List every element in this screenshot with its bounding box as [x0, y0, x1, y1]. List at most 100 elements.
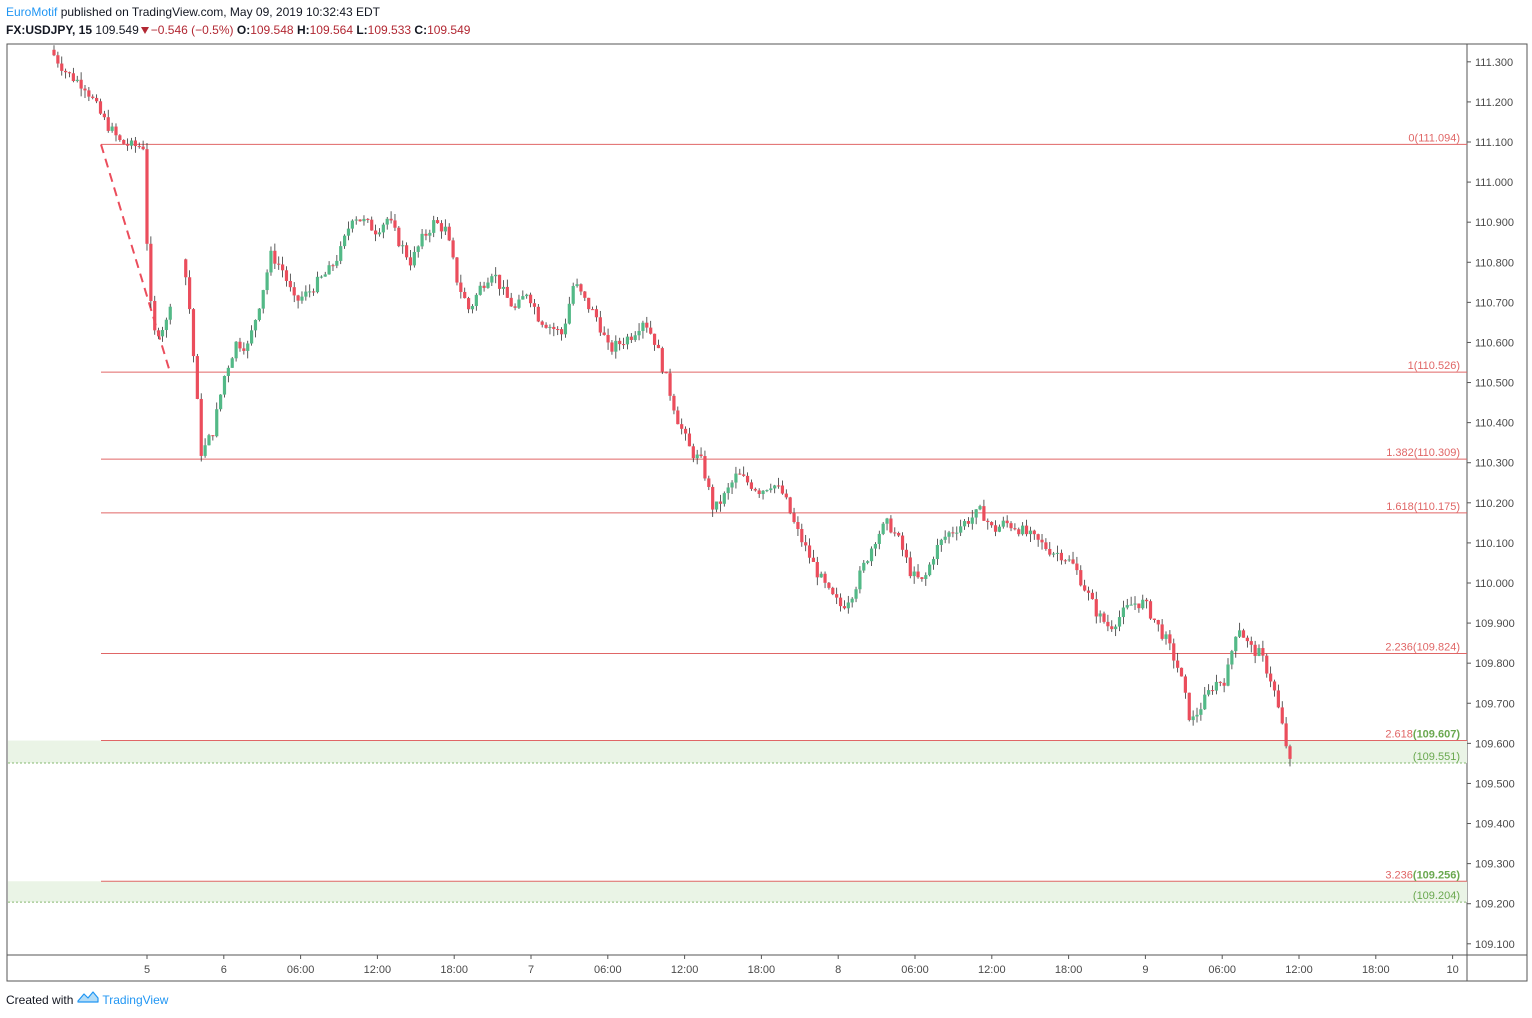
candle-body — [273, 250, 277, 264]
candle-body — [796, 522, 800, 529]
candle-body — [342, 235, 347, 247]
chart-frame — [6, 43, 1528, 982]
candle-body — [1117, 617, 1122, 627]
candle-body — [501, 286, 506, 289]
candle-body — [207, 435, 211, 446]
candle-body — [1284, 723, 1288, 747]
y-tick-label: 109.500 — [1475, 778, 1515, 790]
candle-body — [474, 294, 478, 307]
candle-body — [1176, 660, 1180, 668]
candle-body — [970, 517, 974, 524]
candle-body — [800, 528, 804, 543]
candle-body — [463, 291, 467, 299]
candle-body — [114, 126, 118, 136]
x-tick-label: 18:00 — [1055, 964, 1083, 976]
candle-body — [284, 270, 289, 281]
published-text: published on TradingView.com, May 09, 20… — [57, 5, 381, 19]
y-tick-label: 111.000 — [1475, 177, 1513, 189]
candle-body — [579, 284, 583, 292]
candle-body — [56, 55, 60, 64]
candle-body — [315, 276, 320, 293]
candle-body — [67, 72, 72, 74]
candle-body — [1152, 618, 1156, 620]
price-chart[interactable]: (109.551) (109.204) 0(111.094) 1(110.526) 1… — [0, 0, 1532, 990]
candle-body — [676, 410, 680, 425]
candle-body — [707, 478, 711, 487]
candle-body — [1121, 607, 1125, 618]
candle-body — [637, 330, 641, 336]
candle-body — [466, 298, 471, 310]
candle-body — [373, 230, 378, 235]
x-tick-label: 9 — [1142, 964, 1148, 976]
candle-body — [397, 227, 401, 247]
candle-body — [129, 140, 134, 146]
candle-body — [966, 521, 971, 524]
candle-body — [1272, 681, 1277, 691]
candle-body — [71, 73, 75, 82]
candle-body — [1044, 542, 1048, 549]
candle-body — [552, 326, 556, 330]
candle-body — [734, 473, 738, 483]
price-axis[interactable]: 111.300 111.200 111.100 111.000 110.900 110.8… — [1467, 57, 1515, 951]
candle-body — [924, 575, 928, 579]
candle-body — [978, 506, 982, 510]
y-tick-label: 110.500 — [1475, 378, 1514, 390]
candle-body — [362, 218, 366, 222]
candle-body — [730, 482, 734, 488]
candle-body — [1207, 690, 1211, 695]
candle-body — [122, 140, 126, 144]
author-link[interactable]: EuroMotif — [6, 5, 58, 19]
candle-body — [296, 295, 300, 301]
candle-body — [389, 218, 393, 221]
candle-body — [106, 117, 110, 131]
y-tick-label: 111.300 — [1475, 57, 1513, 69]
candle-body — [1257, 648, 1261, 656]
candle-body — [726, 487, 730, 494]
candle-body — [916, 571, 920, 578]
candle-body — [1036, 534, 1040, 540]
candle-body — [990, 522, 994, 526]
candle-body — [234, 341, 238, 359]
y-tick-label: 110.600 — [1475, 337, 1514, 349]
x-tick-label: 18:00 — [1362, 964, 1390, 976]
candle-body — [625, 336, 630, 345]
candle-body — [858, 570, 862, 590]
x-tick-label: 12:00 — [364, 964, 392, 976]
candle-body — [1106, 621, 1110, 627]
candle-body — [850, 598, 854, 603]
candle-body — [145, 149, 149, 244]
candle-body — [60, 63, 64, 71]
candle-body — [160, 330, 165, 337]
candle-body — [687, 433, 692, 447]
symbol-label[interactable]: FX:USDJPY, 15 — [6, 23, 93, 37]
tradingview-logo-icon[interactable] — [77, 990, 99, 1010]
fib-level-label: 3.236(109.256) — [1385, 869, 1460, 881]
candle-body — [459, 282, 463, 292]
candle-body — [292, 287, 296, 296]
candle-body — [749, 482, 754, 489]
candle-body — [633, 335, 637, 340]
candle-body — [246, 343, 250, 351]
candle-body — [714, 501, 719, 510]
candle-body — [943, 536, 947, 540]
time-axis[interactable]: 5 6 06:00 12:00 18:00 7 06:00 12:00 18:00 8 06:00 1… — [144, 955, 1459, 976]
candle-body — [1261, 648, 1265, 656]
candle-body — [261, 290, 265, 309]
candle-body — [164, 319, 168, 331]
candle-body — [1288, 746, 1292, 759]
zone-band — [8, 881, 1467, 903]
tradingview-brand[interactable]: TradingView — [102, 993, 169, 1007]
candle-body — [784, 493, 788, 498]
candle-body — [1114, 626, 1118, 630]
candle-body — [505, 286, 509, 298]
candle-body — [199, 398, 203, 456]
y-tick-label: 110.400 — [1475, 418, 1514, 430]
candle-body — [95, 97, 99, 102]
candle-body — [1148, 601, 1153, 619]
candle-body — [1063, 560, 1067, 562]
price-change: −0.546 (−0.5%) — [150, 23, 234, 37]
y-tick-label: 110.700 — [1475, 297, 1514, 309]
candle-body — [1040, 539, 1044, 543]
candle-body — [327, 265, 331, 275]
candle-body — [563, 323, 568, 335]
